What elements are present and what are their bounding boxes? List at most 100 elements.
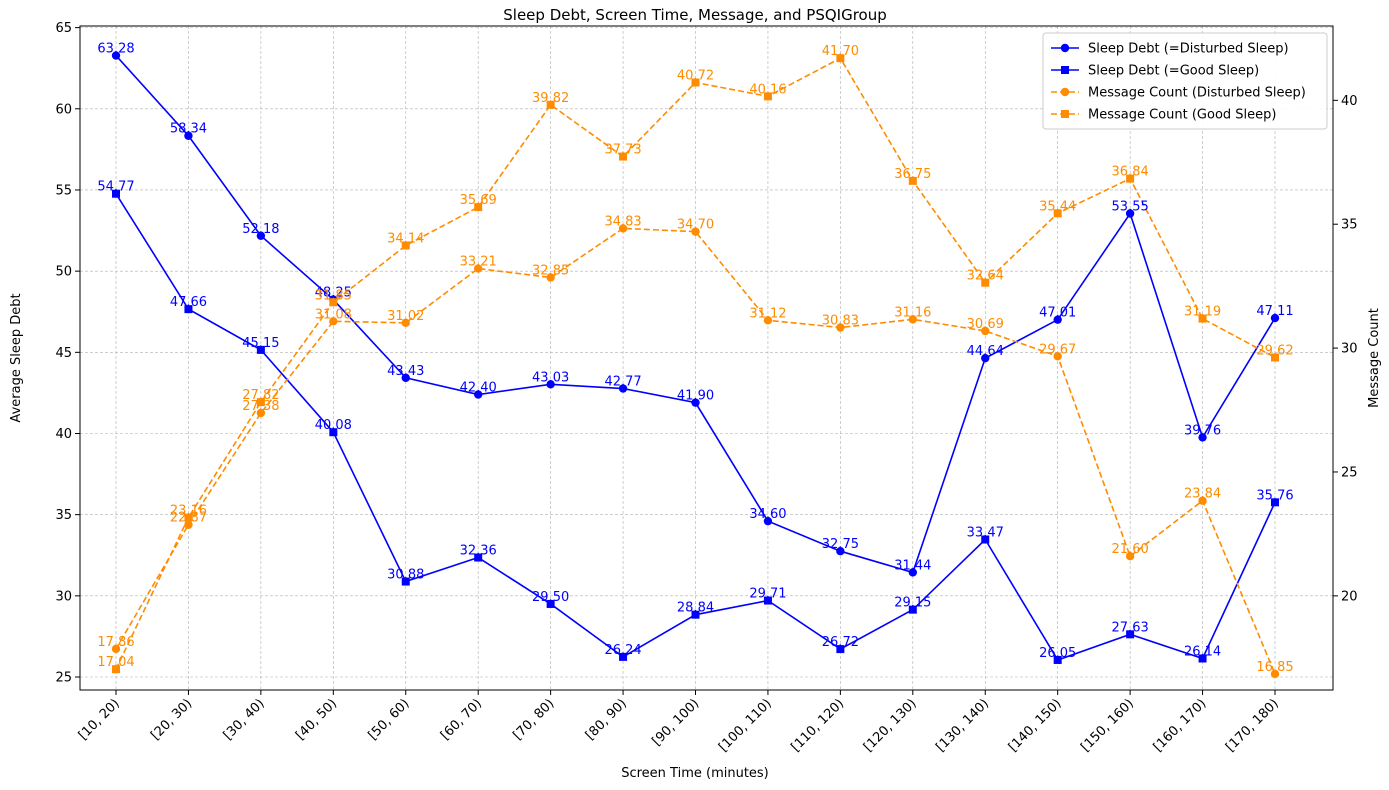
data-label: 35.76 (1256, 488, 1293, 503)
data-label: 53.55 (1112, 200, 1149, 215)
data-point (1053, 209, 1062, 218)
legend-label: Sleep Debt (=Good Sleep) (1088, 64, 1259, 79)
data-label: 29.15 (894, 596, 931, 611)
data-label: 43.43 (387, 364, 424, 379)
data-point (256, 231, 266, 240)
data-label: 37.73 (604, 143, 641, 158)
grid (80, 26, 1333, 690)
data-label: 32.36 (460, 544, 497, 559)
legend-label: Message Count (Disturbed Sleep) (1088, 86, 1306, 101)
data-label: 48.25 (315, 286, 352, 301)
data-label: 43.03 (532, 370, 569, 385)
series-2 (112, 189, 1279, 664)
legend-swatch-marker (1060, 43, 1070, 53)
data-label: 34.60 (749, 507, 786, 522)
data-label: 29.62 (1256, 344, 1293, 359)
data-label: 22.87 (170, 511, 207, 526)
data-label: 47.01 (1039, 306, 1076, 321)
data-label: 27.82 (242, 388, 279, 403)
data-label: 21.60 (1112, 542, 1149, 557)
data-point (691, 78, 700, 87)
data-label: 41.70 (822, 44, 859, 59)
data-point (763, 596, 772, 605)
data-label: 47.66 (170, 295, 207, 310)
data-point (619, 152, 628, 161)
data-point (763, 92, 772, 101)
data-point (1198, 314, 1207, 323)
data-point (1125, 552, 1135, 561)
data-point (1126, 174, 1135, 183)
data-label: 35.69 (460, 193, 497, 208)
y-tick-label: 45 (55, 346, 72, 361)
data-point (112, 665, 120, 674)
data-point (473, 264, 483, 273)
data-point (836, 54, 845, 63)
data-label: 27.63 (1112, 620, 1149, 635)
data-point (618, 384, 628, 393)
y-tick-label: 35 (55, 508, 72, 523)
data-point (474, 203, 483, 212)
data-label: 29.50 (532, 590, 569, 605)
data-label: 44.64 (967, 344, 1004, 359)
data-label: 54.77 (97, 180, 134, 195)
data-point (546, 100, 555, 109)
data-label: 34.83 (604, 214, 641, 229)
data-label: 23.84 (1184, 487, 1221, 502)
data-label: 26.05 (1039, 646, 1076, 661)
y2-tick-label: 35 (1341, 218, 1358, 233)
data-label: 32.75 (822, 537, 859, 552)
data-point (1270, 669, 1280, 679)
y2-tick-label: 40 (1341, 94, 1358, 109)
legend-swatch-marker (1061, 110, 1069, 118)
data-label: 52.18 (242, 222, 279, 237)
data-point (184, 305, 193, 314)
data-label: 23.16 (170, 504, 207, 519)
data-point (1125, 209, 1135, 218)
data-point (401, 241, 410, 250)
data-point (256, 408, 266, 418)
data-point (981, 326, 990, 336)
data-point (401, 373, 410, 383)
data-point (184, 513, 193, 522)
data-point (401, 577, 410, 586)
data-label: 26.24 (604, 643, 641, 658)
data-point (908, 176, 917, 185)
y2-tick-label: 25 (1341, 465, 1358, 480)
data-label: 40.72 (677, 68, 714, 83)
y-axis-title: Average Sleep Debt (9, 293, 24, 422)
data-label: 17.86 (97, 635, 134, 650)
data-label: 41.90 (677, 389, 714, 404)
data-label: 31.12 (749, 306, 786, 321)
data-point (908, 315, 918, 324)
data-point (763, 516, 773, 526)
data-label: 34.70 (677, 218, 714, 233)
data-label: 32.64 (967, 269, 1004, 284)
y2-axis-title: Message Count (1367, 308, 1382, 408)
data-label: 30.69 (967, 317, 1004, 332)
data-point (546, 273, 555, 282)
data-label: 31.44 (894, 558, 931, 573)
data-label: 26.72 (822, 635, 859, 650)
data-point (836, 546, 845, 556)
data-label: 17.04 (97, 655, 134, 670)
y-tick-label: 40 (55, 427, 72, 442)
data-point (1053, 315, 1062, 324)
y-tick-label: 65 (55, 21, 72, 36)
data-point (329, 428, 338, 437)
y2-tick-label: 20 (1341, 589, 1358, 604)
data-label: 36.84 (1112, 165, 1149, 180)
x-axis-title: Screen Time (minutes) (621, 766, 769, 781)
data-point (908, 605, 917, 614)
legend-item: Message Count (Disturbed Sleep) (1051, 86, 1306, 101)
legend-swatch-marker (1061, 66, 1069, 74)
data-point (836, 645, 845, 654)
data-label: 31.19 (1184, 305, 1221, 320)
data-label: 47.11 (1256, 304, 1293, 319)
data-point (1198, 433, 1207, 442)
data-label: 31.02 (387, 309, 424, 324)
data-point (981, 535, 990, 544)
data-labels: 63.28 58.34 52.18 48.25 43.43 42.40 43.03 42.77… (97, 42, 1293, 675)
data-point (1126, 630, 1135, 639)
data-label: 36.75 (894, 167, 931, 182)
